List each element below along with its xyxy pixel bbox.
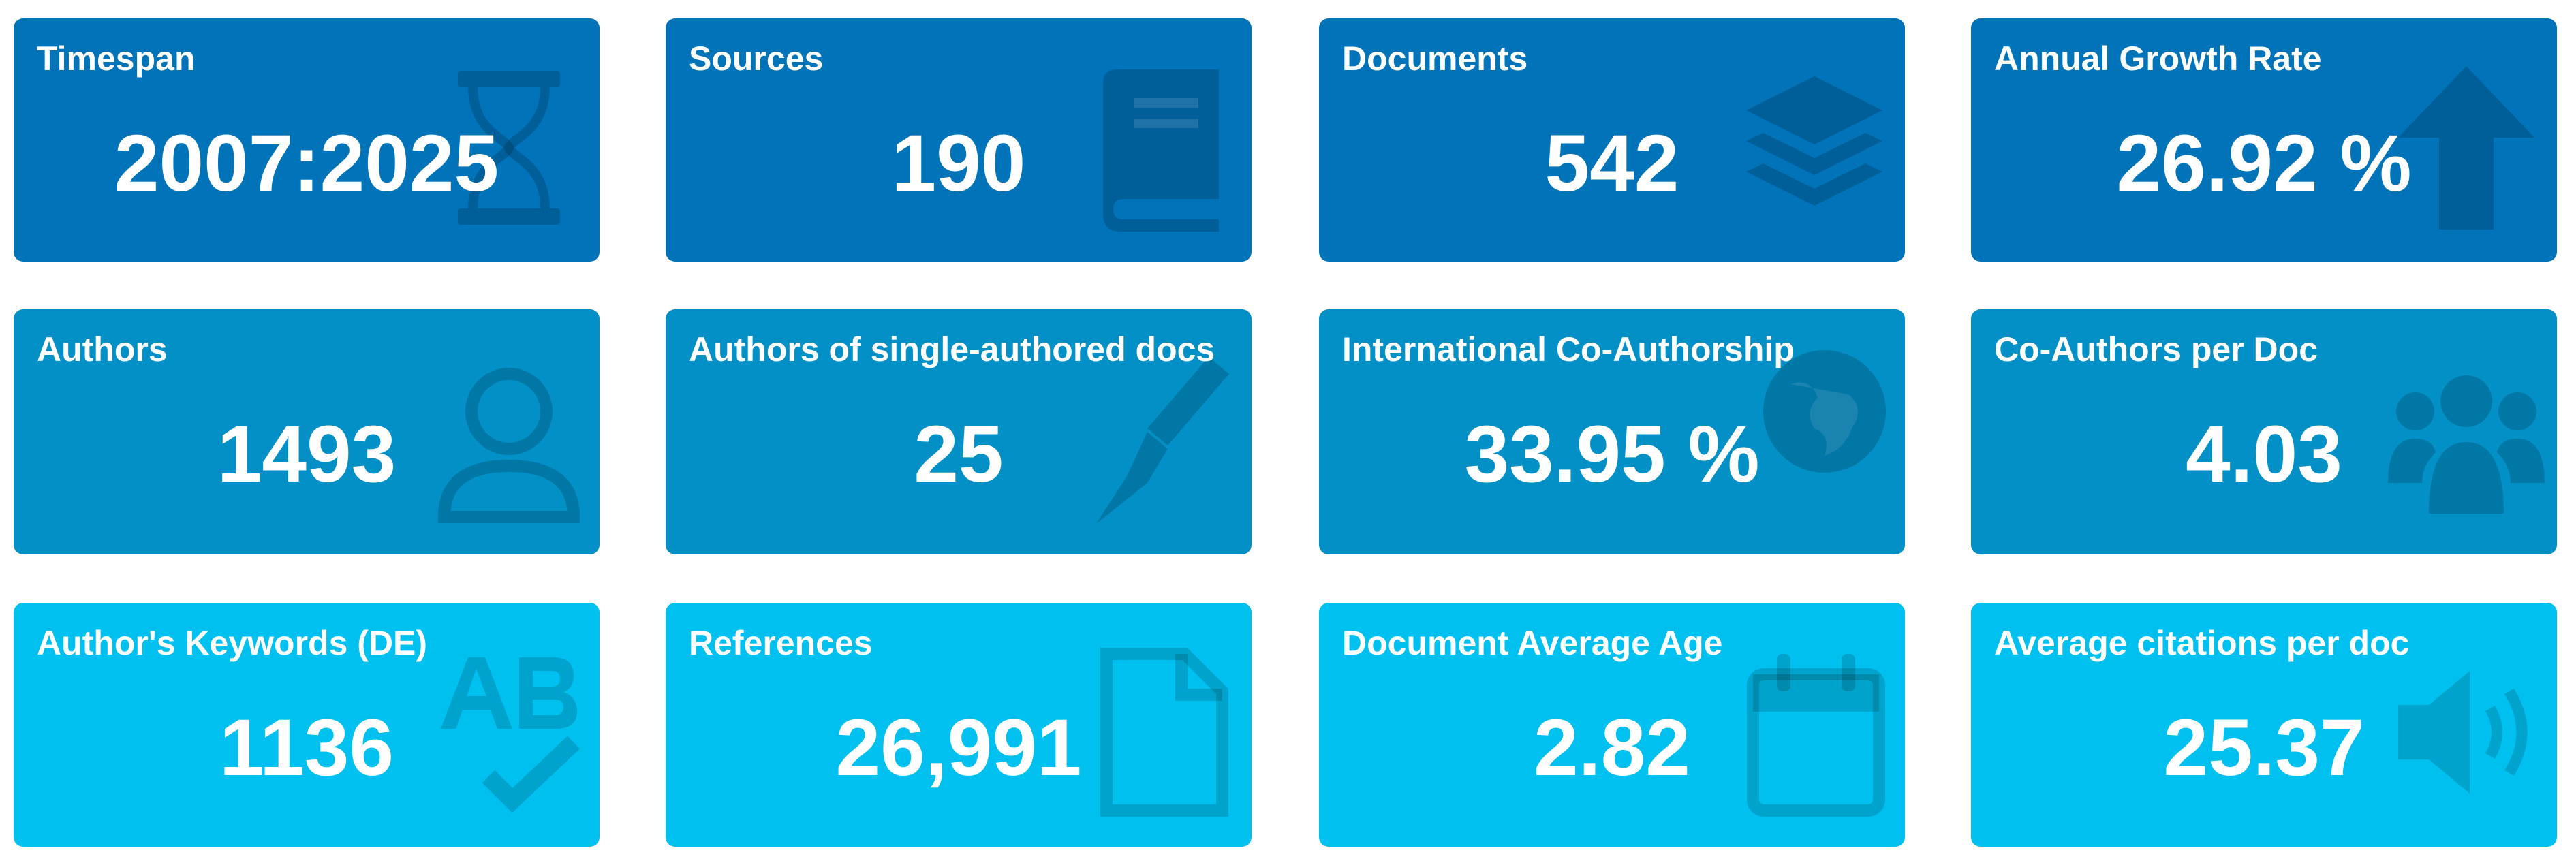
card-timespan: Timespan 2007:2025 [14,18,600,262]
spell-check-icon [431,640,587,824]
card-annual-growth-rate: Annual Growth Rate 26.92 % [1971,18,2557,262]
users-icon [2388,347,2545,531]
arrow-up-icon [2388,56,2545,240]
card-value: 4.03 [2186,409,2342,499]
card-value: 2007:2025 [114,119,499,208]
card-label: Average citations per doc [1994,624,2410,662]
card-label: International Co-Authorship [1342,330,1795,368]
card-value: 1136 [219,703,394,793]
calendar-icon [1736,640,1893,824]
pen-nib-icon [1083,347,1239,531]
card-label: Co-Authors per Doc [1994,330,2318,368]
card-value: 190 [891,119,1026,208]
card-value: 26.92 % [2116,119,2412,208]
card-authors: Authors 1493 [14,309,600,554]
globe-icon [1736,347,1893,531]
card-value: 26,991 [835,703,1082,793]
layers-icon [1736,56,1893,240]
card-international-coauthorship: International Co-Authorship 33.95 % [1319,309,1905,554]
card-label: Sources [689,40,824,78]
card-value: 25.37 [2163,703,2365,793]
card-label: Authors of single-authored docs [689,330,1215,368]
card-coauthors-per-doc: Co-Authors per Doc 4.03 [1971,309,2557,554]
card-value: 25 [914,409,1004,499]
card-sources: Sources 190 [666,18,1252,262]
card-average-citations: Average citations per doc 25.37 [1971,603,2557,847]
card-value: 33.95 % [1464,409,1760,499]
card-label: Annual Growth Rate [1994,40,2322,78]
card-document-average-age: Document Average Age 2.82 [1319,603,1905,847]
card-label: Author's Keywords (DE) [37,624,428,662]
hourglass-icon [431,56,587,240]
card-value: 1493 [217,409,397,499]
card-value: 542 [1545,119,1679,208]
card-label: References [689,624,873,662]
card-documents: Documents 542 [1319,18,1905,262]
book-icon [1083,56,1239,240]
card-references: References 26,991 [666,603,1252,847]
card-label: Authors [37,330,168,368]
card-label: Document Average Age [1342,624,1723,662]
user-icon [431,347,587,531]
card-author-keywords: Author's Keywords (DE) 1136 [14,603,600,847]
file-icon [1083,640,1239,824]
card-single-authored: Authors of single-authored docs 25 [666,309,1252,554]
volume-icon [2388,640,2545,824]
card-value: 2.82 [1534,703,1690,793]
card-label: Documents [1342,40,1528,78]
card-label: Timespan [37,40,196,78]
